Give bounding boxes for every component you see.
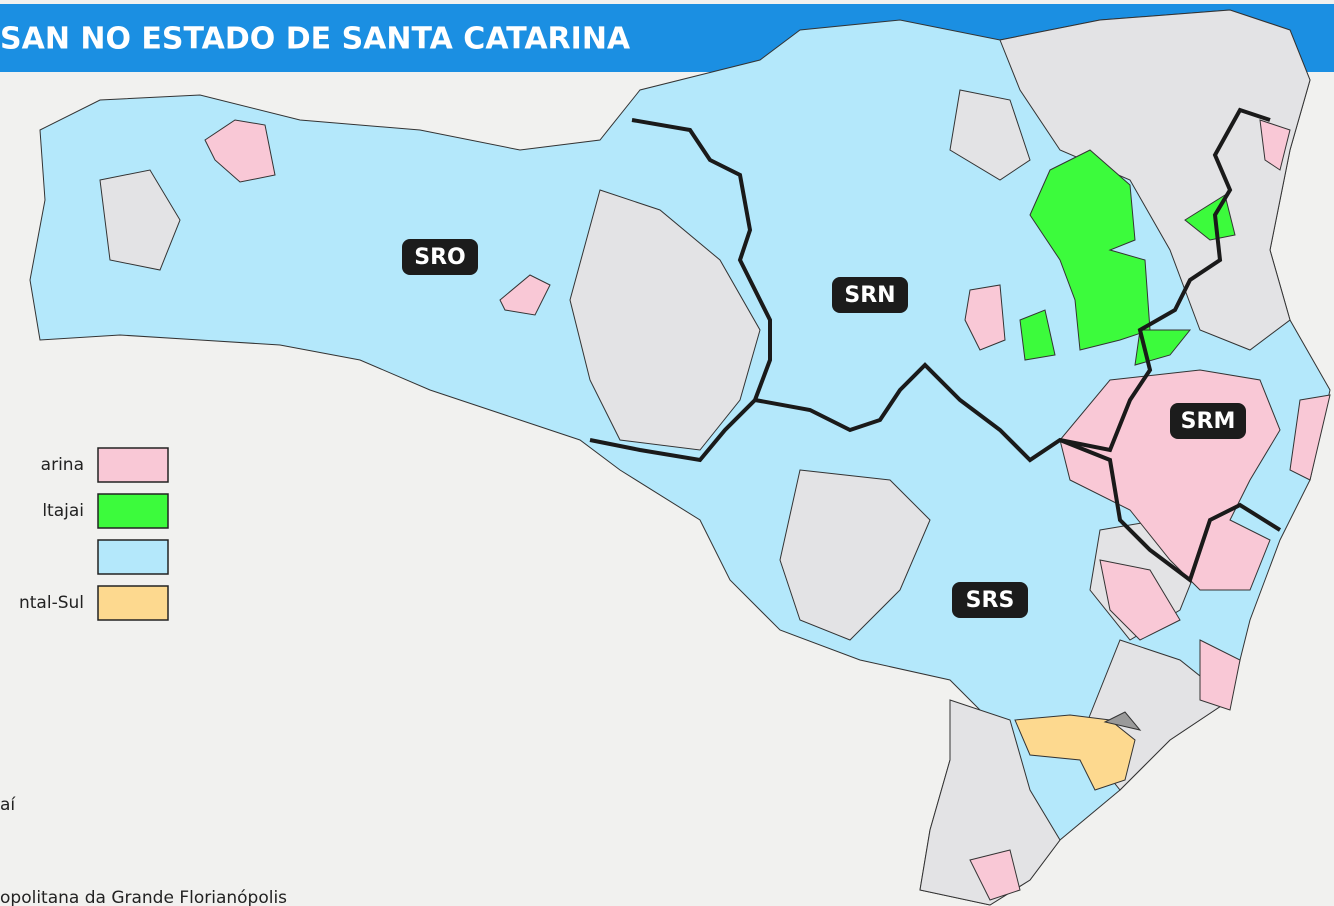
title: SAN NO ESTADO DE SANTA CATARINA [0,22,631,57]
legend-swatch [98,586,168,620]
note: opolitana da Grande Florianópolis [0,888,287,906]
region-label: SRN [844,283,895,308]
legend-label: ltajai [42,501,84,521]
note: aí [0,795,16,815]
legend-label: ntal-Sul [19,593,84,613]
legend-label: arina [41,455,84,475]
region-label: SRO [414,245,466,270]
legend-swatch [98,494,168,528]
region-label: SRS [966,588,1015,613]
legend-swatch [98,448,168,482]
region-label: SRM [1181,409,1236,434]
legend-swatch [98,540,168,574]
map-page: SAN NO ESTADO DE SANTA CATARINA [0,0,1334,906]
